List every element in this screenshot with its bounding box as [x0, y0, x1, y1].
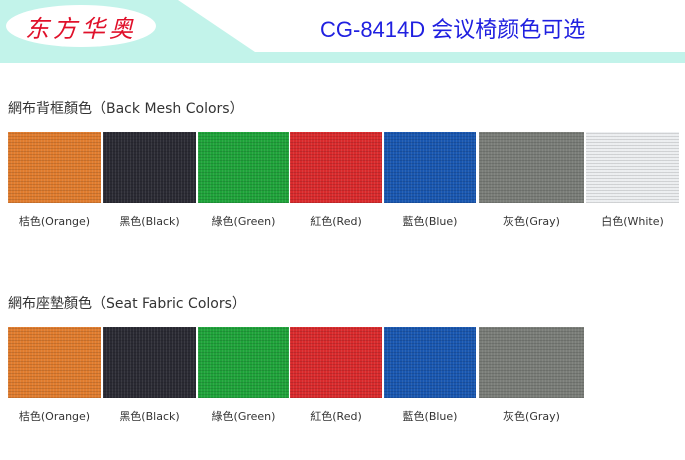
color-label: 紅色(Red) [310, 215, 362, 228]
color-swatch[interactable] [103, 327, 196, 398]
page-title: CG-8414D 会议椅颜色可选 [320, 17, 586, 42]
color-swatch[interactable] [198, 132, 289, 203]
color-swatch[interactable] [384, 327, 476, 398]
color-swatch[interactable] [198, 327, 289, 398]
section-title: 網布座墊顏色（Seat Fabric Colors） [8, 296, 246, 312]
color-swatch[interactable] [384, 132, 476, 203]
logo: 东方华奥 [6, 5, 156, 47]
color-label: 綠色(Green) [211, 410, 276, 423]
color-label: 灰色(Gray) [503, 215, 560, 228]
color-label: 藍色(Blue) [402, 410, 458, 423]
color-swatch[interactable] [290, 327, 382, 398]
color-label: 桔色(Orange) [18, 410, 91, 423]
color-label: 白色(White) [601, 215, 664, 228]
color-swatch[interactable] [479, 132, 584, 203]
color-swatch[interactable] [290, 132, 382, 203]
color-label: 灰色(Gray) [503, 410, 560, 423]
color-swatch[interactable] [103, 132, 196, 203]
color-swatch[interactable] [8, 327, 101, 398]
color-label: 綠色(Green) [211, 215, 276, 228]
color-label: 桔色(Orange) [18, 215, 91, 228]
color-label: 藍色(Blue) [402, 215, 458, 228]
color-label: 紅色(Red) [310, 410, 362, 423]
color-swatch[interactable] [586, 132, 679, 203]
color-label: 黑色(Black) [119, 410, 180, 423]
color-swatch[interactable] [8, 132, 101, 203]
section-title: 網布背框顏色（Back Mesh Colors） [8, 101, 244, 117]
color-swatch[interactable] [479, 327, 584, 398]
color-label: 黑色(Black) [119, 215, 180, 228]
header-background [0, 0, 685, 63]
